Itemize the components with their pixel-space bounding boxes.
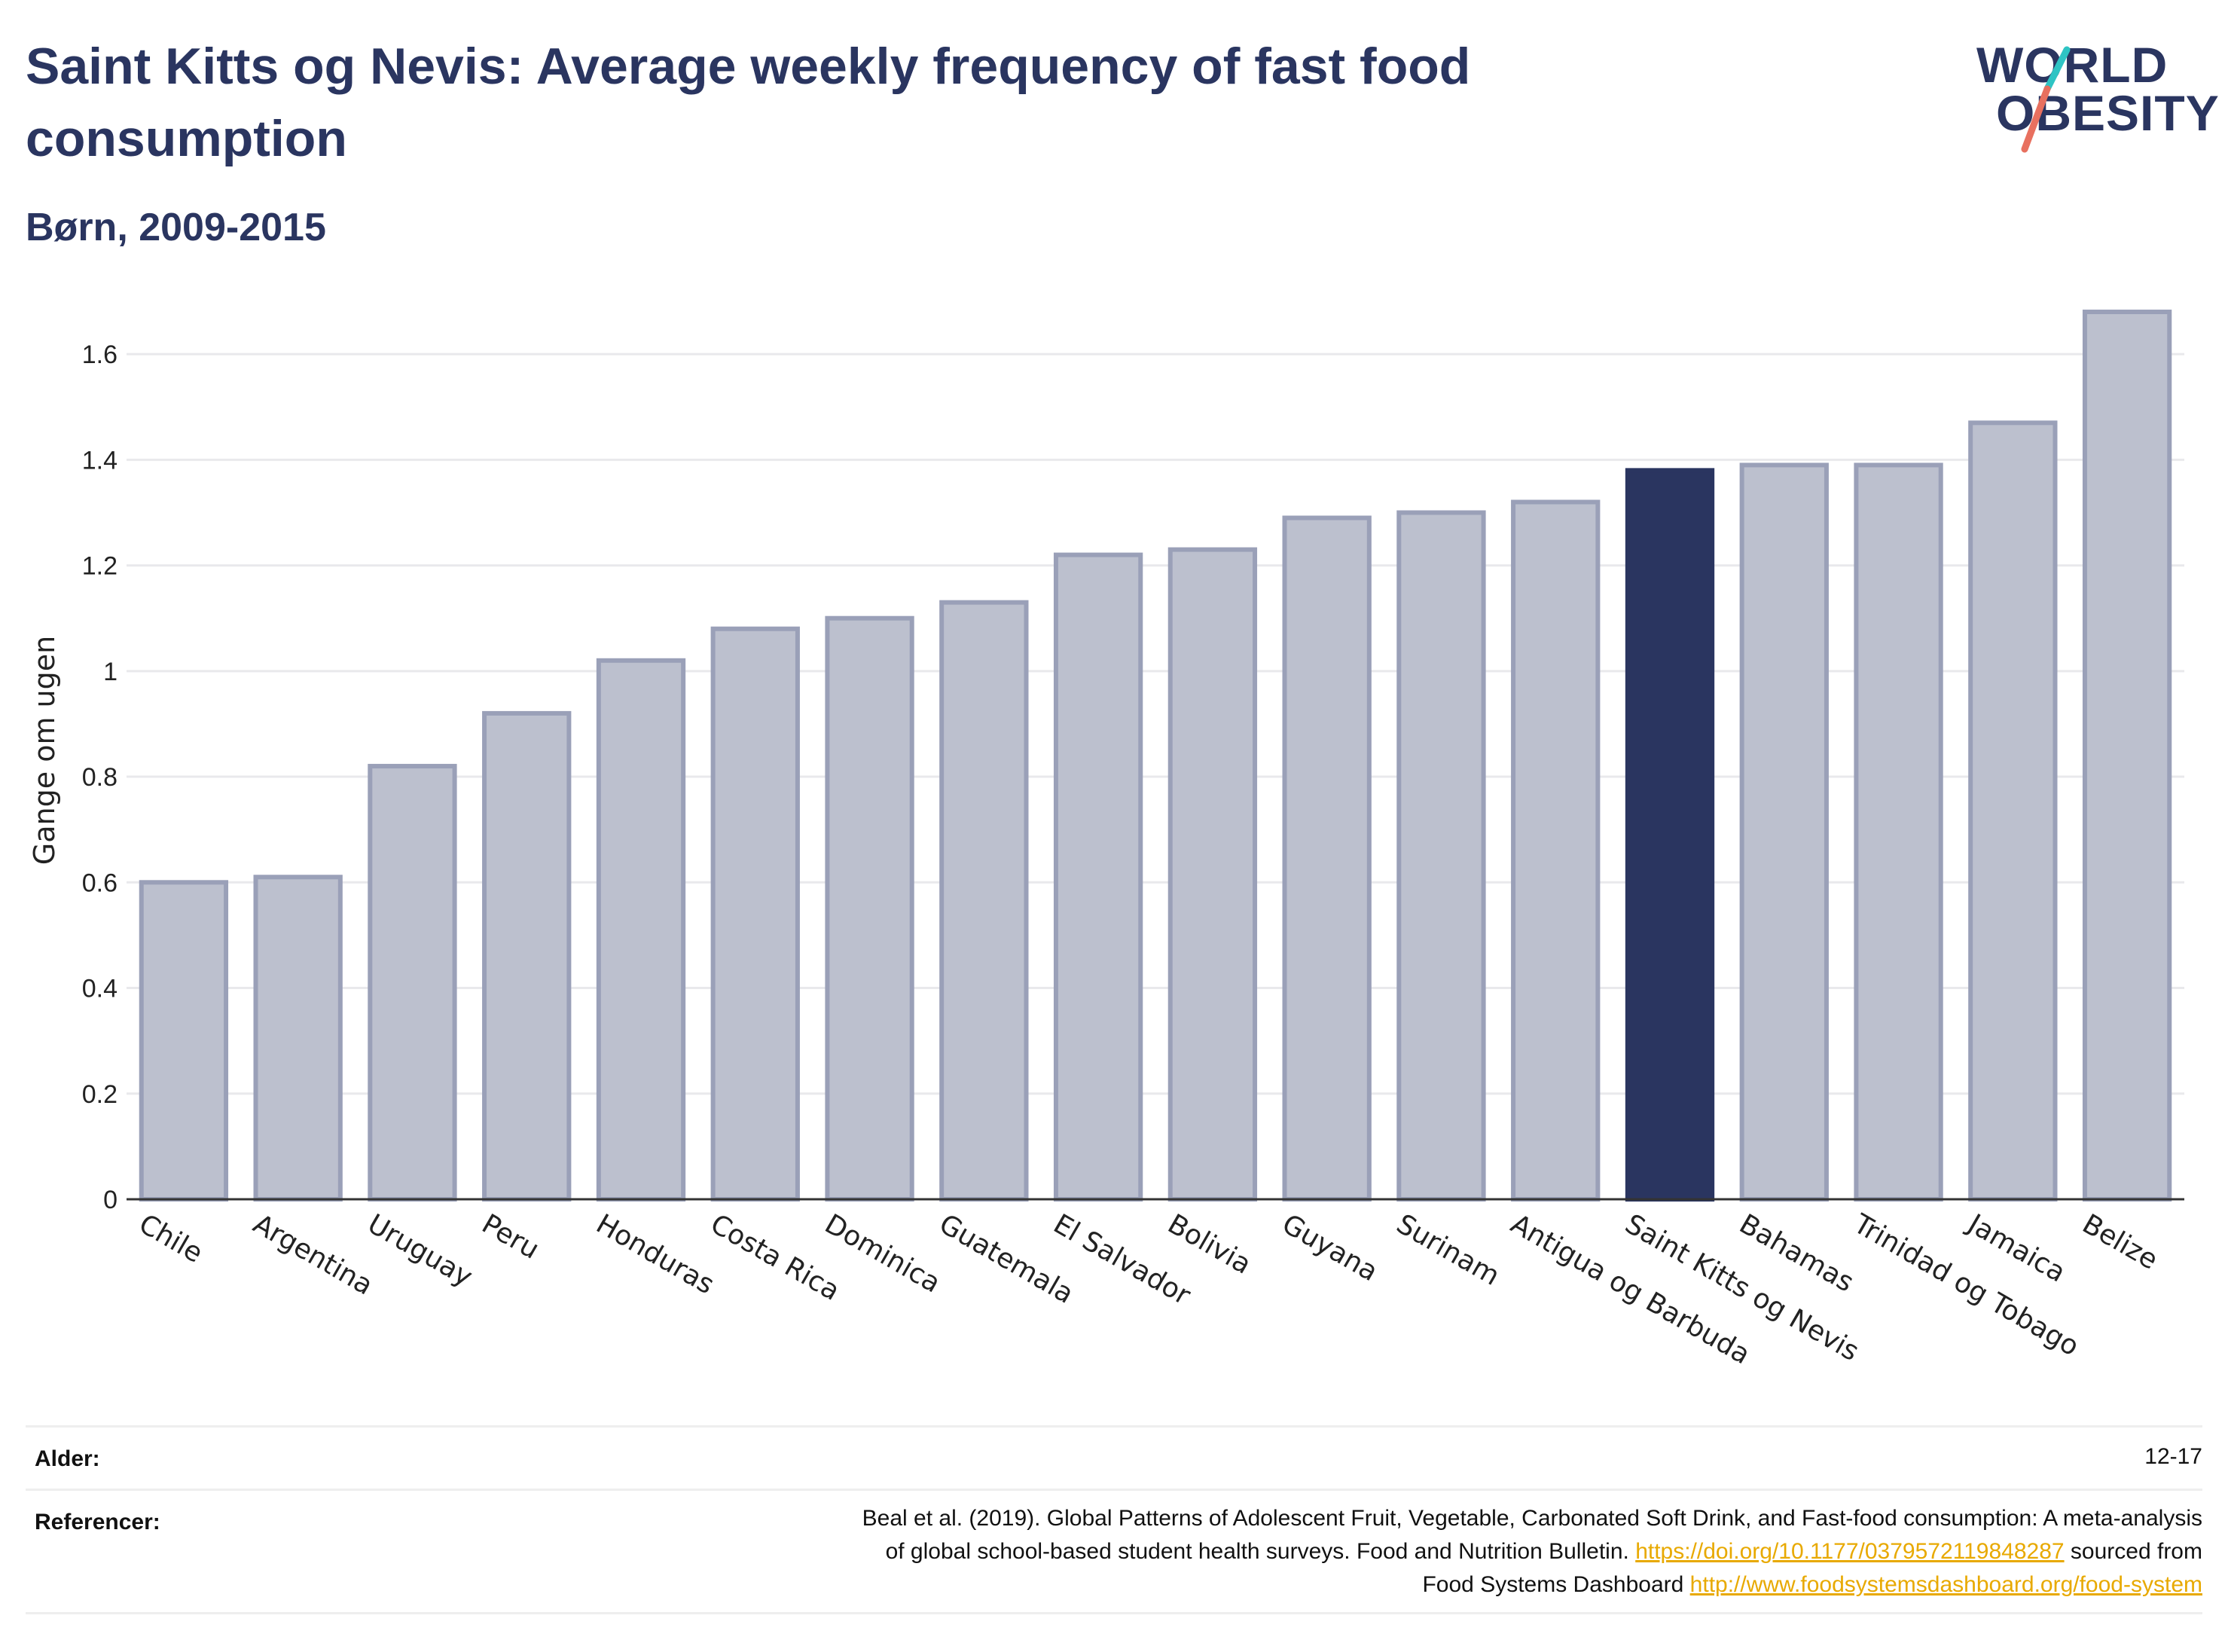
dashboard-link[interactable]: http://www.foodsystemsdashboard.org/food…	[1689, 1572, 2202, 1597]
bar	[939, 600, 1029, 1202]
y-tick-label: 1.2	[82, 552, 118, 581]
logo-word-world: WORLD	[1976, 37, 2168, 93]
divider	[26, 1425, 2202, 1428]
world-obesity-logo: WORLD OBESITY	[1958, 23, 2219, 158]
x-tick-label: Uruguay	[362, 1208, 478, 1293]
x-tick-label: Belize	[2077, 1208, 2163, 1275]
bar	[1282, 515, 1372, 1202]
x-tick-label: Peru	[477, 1208, 545, 1266]
references-label: Referencer:	[35, 1510, 160, 1534]
y-tick-label: 0.6	[82, 869, 118, 897]
logo-slash-icon	[2021, 46, 2071, 153]
bar-highlighted	[1625, 468, 1715, 1202]
x-tick-label: Argentina	[248, 1208, 378, 1301]
references-line-2: of global school-based student health su…	[862, 1535, 2202, 1568]
bar	[825, 615, 914, 1202]
y-tick-label: 1.4	[82, 446, 118, 475]
x-tick-label: Chile	[133, 1208, 208, 1269]
bar	[1739, 463, 1829, 1202]
bar	[596, 658, 686, 1202]
y-tick-label: 1	[103, 658, 118, 686]
divider	[26, 1612, 2202, 1614]
bar	[482, 710, 572, 1202]
x-tick-label: Surinam	[1391, 1208, 1505, 1292]
gridlines	[127, 353, 2184, 1095]
chart-title: Saint Kitts og Nevis: Average weekly fre…	[26, 38, 1471, 167]
x-tick-label: Bolivia	[1162, 1208, 1256, 1281]
chart-subtitle: Børn, 2009-2015	[26, 206, 326, 249]
bar	[1854, 463, 1943, 1202]
doi-link[interactable]: https://doi.org/10.1177/0379572119848287	[1635, 1539, 2065, 1564]
bars	[139, 310, 2172, 1202]
bar	[1053, 552, 1143, 1202]
references-text: Beal et al. (2019). Global Patterns of A…	[862, 1502, 2202, 1602]
y-tick-label: 0.4	[82, 975, 118, 1003]
bar-chart: 0 0.2 0.4 0.6 0.8 1 1.2 1.4 1.6 Chile ArgentinaUr…	[28, 310, 2184, 1370]
age-label: Alder:	[35, 1446, 100, 1471]
x-tick-label: Honduras	[591, 1208, 719, 1300]
x-tick-label: Costa Rica	[705, 1208, 844, 1307]
references-text-3: sourced from	[2070, 1539, 2202, 1564]
y-tick-label: 1.6	[82, 340, 118, 369]
references-line-3: Food Systems Dashboard http://www.foodsy…	[862, 1568, 2202, 1602]
bar	[2082, 310, 2172, 1202]
y-axis-ticks: 0 0.2 0.4 0.6 0.8 1 1.2 1.4 1.6	[82, 340, 118, 1214]
references-text-2: of global school-based student health su…	[885, 1539, 1629, 1564]
bar	[139, 880, 229, 1202]
bar	[253, 875, 343, 1202]
divider	[26, 1489, 2202, 1491]
x-tick-label: Guyana	[1277, 1208, 1383, 1287]
bar	[1396, 510, 1486, 1202]
bar	[1167, 547, 1258, 1202]
y-tick-label: 0.2	[82, 1080, 118, 1109]
y-axis-label: Gange om ugen	[28, 636, 61, 865]
bar	[710, 626, 800, 1202]
bar	[1511, 499, 1601, 1202]
references-line-1: Beal et al. (2019). Global Patterns of A…	[862, 1506, 2202, 1531]
y-tick-label: 0.8	[82, 763, 118, 792]
age-value: 12-17	[2144, 1444, 2202, 1469]
bar	[368, 764, 457, 1202]
bar	[1968, 420, 2058, 1202]
y-tick-label: 0	[103, 1186, 118, 1214]
references-text-4: Food Systems Dashboard	[1422, 1572, 1684, 1597]
